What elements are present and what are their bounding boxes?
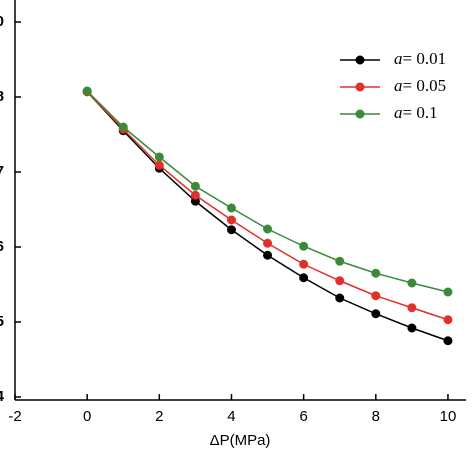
data-point [82,86,92,96]
legend-label-rest: = 0.01 [403,49,447,68]
data-point [335,276,345,286]
data-point [443,287,453,297]
data-point [407,323,417,333]
series-line [86,91,449,342]
series-line [86,91,449,321]
legend-label: a= 0.01 [394,49,446,68]
x-axis-label: ΔP(MPa) [210,432,271,449]
x-tick-label: 6 [299,408,307,425]
x-tick-label: 2 [155,408,163,425]
data-point [299,273,309,283]
data-point [335,293,345,303]
y-tick-label: 7 [0,163,4,180]
x-tick-label: 4 [227,408,235,425]
data-point [190,181,200,191]
legend-label-italic: a [394,76,403,95]
legend-label: a= 0.1 [394,103,438,122]
data-point [443,336,453,346]
data-point [443,315,453,325]
legend-label-rest: = 0.05 [403,76,447,95]
x-tick-label: 0 [83,408,91,425]
y-tick-label: 4 [0,388,5,405]
x-tick-label: 10 [440,408,457,425]
data-point [190,190,200,200]
y-tick-label: 0 [0,13,4,30]
data-point [118,122,128,132]
y-tick-label: 6 [0,238,4,255]
data-point [407,278,417,288]
data-point [299,259,309,269]
legend-label: a= 0.05 [394,76,446,95]
x-tick-label: 8 [372,408,380,425]
data-point [154,152,164,162]
data-point [263,238,273,248]
data-point [371,268,381,278]
legend-marker [355,109,365,119]
data-point [299,241,309,251]
y-tick-label: 5 [0,313,4,330]
data-point [335,256,345,266]
legend-marker [355,55,365,65]
data-point [263,250,273,260]
data-point [226,203,236,213]
data-point [226,225,236,235]
legend-label-italic: a [394,103,403,122]
x-tick-label: -2 [8,408,21,425]
data-point [263,224,273,234]
legend-label-italic: a [394,49,403,68]
data-point [407,303,417,313]
data-point [226,215,236,225]
data-point [154,160,164,170]
legend-label-rest: = 0.1 [403,103,438,122]
data-point [371,291,381,301]
legend-marker [355,82,365,92]
data-point [371,309,381,319]
y-tick-label: 8 [0,88,4,105]
